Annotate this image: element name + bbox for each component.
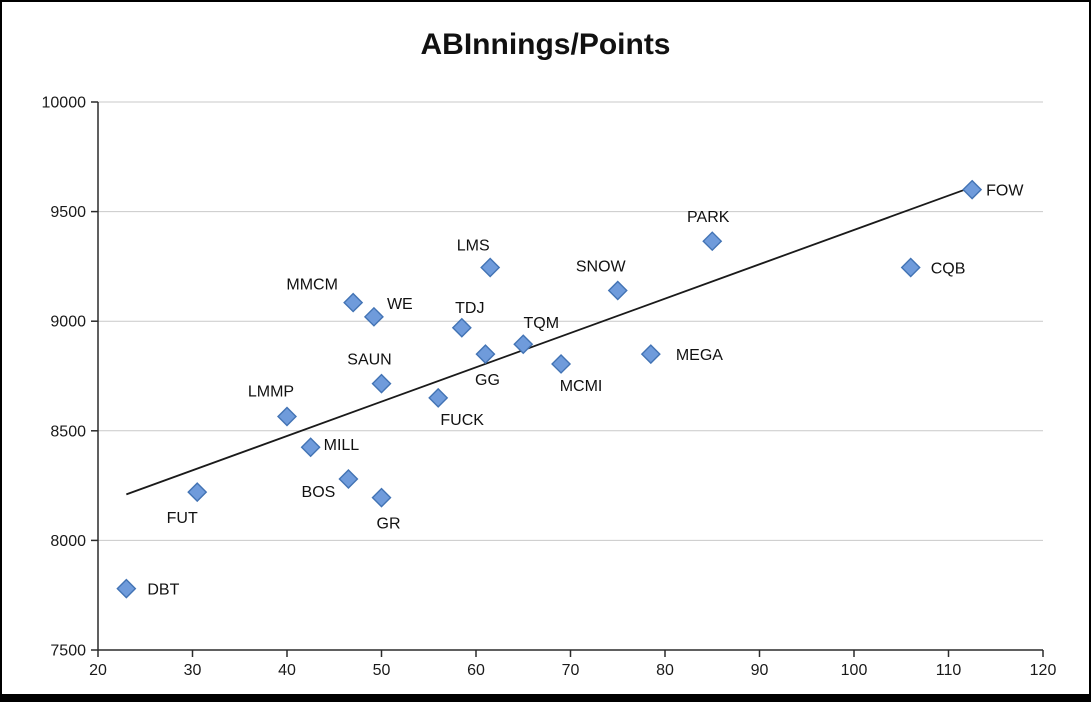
x-tick-label: 100: [841, 662, 868, 679]
y-tick-label: 10000: [42, 95, 87, 112]
data-point-marker: [277, 406, 297, 427]
data-point-label: MMCM: [286, 277, 338, 294]
data-point-marker: [551, 353, 572, 374]
x-tick-label: 120: [1030, 662, 1057, 679]
data-point-label: FUT: [167, 510, 198, 527]
x-tick-label: 20: [89, 662, 107, 679]
trendline: [126, 184, 978, 496]
data-point-marker: [116, 578, 137, 599]
chart-title: ABInnings/Points: [420, 28, 671, 61]
data-point-label: SNOW: [576, 259, 627, 276]
data-point-label: FOW: [986, 183, 1024, 200]
data-point-marker: [187, 482, 208, 503]
x-tick-label: 70: [562, 662, 580, 679]
data-point-label: FUCK: [440, 412, 484, 429]
x-tick-label: 110: [936, 662, 962, 679]
data-point-label: CQB: [931, 260, 966, 277]
data-point-label: LMMP: [248, 384, 294, 401]
data-point-label: BOS: [302, 484, 336, 501]
data-point-label: GR: [377, 516, 401, 533]
data-point-marker: [428, 387, 449, 408]
data-point-marker: [480, 257, 501, 278]
data-point-marker: [451, 317, 472, 338]
data-point-label: TQM: [523, 315, 559, 332]
x-tick-label: 80: [656, 662, 674, 679]
y-tick-label: 7500: [50, 643, 86, 660]
data-point-marker: [371, 487, 392, 508]
data-point-marker: [475, 344, 496, 365]
data-point-marker: [300, 437, 321, 458]
data-point-marker: [363, 306, 384, 327]
data-point-label: MEGA: [676, 347, 723, 364]
data-point-label: PARK: [687, 209, 730, 226]
x-tick-label: 50: [373, 662, 391, 679]
data-point-marker: [338, 469, 359, 490]
y-tick-label: 8500: [50, 423, 86, 440]
x-tick-label: 90: [751, 662, 769, 679]
data-point-marker: [900, 257, 921, 278]
data-point-label: LMS: [457, 237, 490, 254]
data-point-label: WE: [387, 296, 413, 313]
y-tick-label: 9000: [50, 314, 86, 331]
y-tick-label: 9500: [50, 204, 86, 221]
data-point-label: MILL: [324, 437, 360, 454]
data-point-label: DBT: [147, 582, 179, 599]
data-point-label: MCMI: [560, 378, 603, 395]
data-point-label: GG: [475, 372, 500, 389]
y-tick-label: 8000: [50, 533, 86, 550]
x-tick-label: 60: [467, 662, 485, 679]
data-point-marker: [640, 344, 661, 365]
x-tick-label: 30: [184, 662, 202, 679]
data-point-marker: [702, 231, 723, 252]
data-point-marker: [962, 179, 983, 200]
data-point-marker: [343, 292, 364, 313]
data-point-marker: [371, 373, 392, 394]
data-point-marker: [513, 334, 534, 355]
data-point-label: TDJ: [455, 300, 484, 317]
x-tick-label: 40: [278, 662, 296, 679]
data-point-marker: [607, 280, 628, 301]
data-point-label: SAUN: [347, 352, 391, 369]
